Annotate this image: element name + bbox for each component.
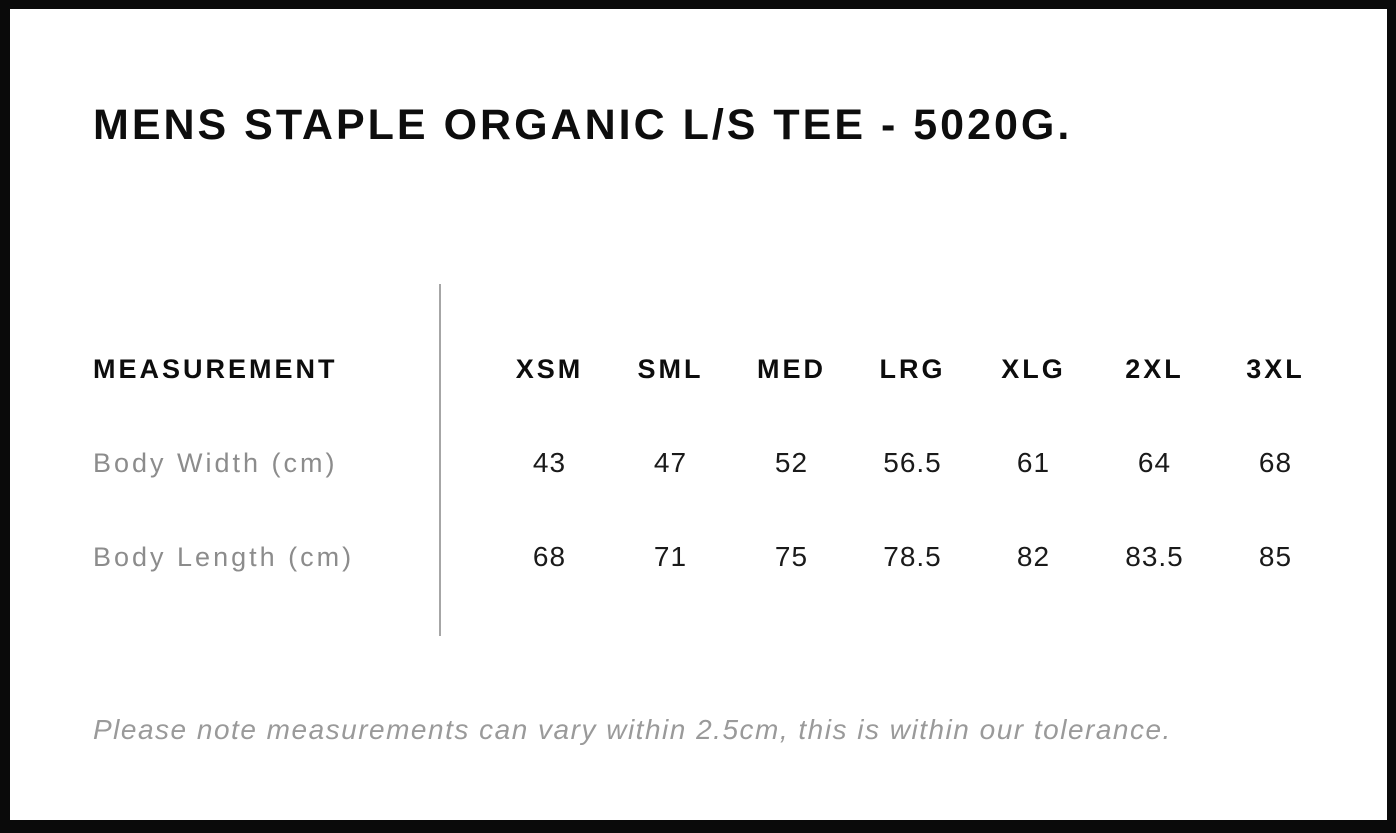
row-label-body-width: Body Width (cm) <box>93 447 338 478</box>
body-width-2xl: 64 <box>1137 447 1172 478</box>
body-width-3xl: 68 <box>1258 447 1293 478</box>
row-label-body-length: Body Length (cm) <box>93 541 355 572</box>
body-length-xlg: 82 <box>1016 541 1051 572</box>
body-width-med: 52 <box>774 447 809 478</box>
column-header-measurement: MEASUREMENT <box>93 353 338 384</box>
column-header-2xl: 2XL <box>1125 353 1184 384</box>
body-width-xlg: 61 <box>1016 447 1051 478</box>
column-header-sml: SML <box>637 353 704 384</box>
page-title: MENS STAPLE ORGANIC L/S TEE - 5020G. <box>93 101 1073 149</box>
body-length-xsm: 68 <box>532 541 567 572</box>
size-chart-table: MEASUREMENT XSM SML MED LRG XLG 2XL 3XL … <box>93 322 1336 604</box>
column-header-med: MED <box>757 353 826 384</box>
column-header-3xl: 3XL <box>1246 353 1305 384</box>
column-header-lrg: LRG <box>879 353 946 384</box>
tolerance-note: Please note measurements can vary within… <box>93 714 1172 745</box>
body-width-sml: 47 <box>653 447 688 478</box>
body-length-lrg: 78.5 <box>883 541 942 572</box>
column-header-xlg: XLG <box>1001 353 1066 384</box>
vertical-divider <box>439 284 441 636</box>
body-length-3xl: 85 <box>1258 541 1293 572</box>
column-header-xsm: XSM <box>515 353 584 384</box>
body-length-med: 75 <box>774 541 809 572</box>
body-length-sml: 71 <box>653 541 688 572</box>
body-width-xsm: 43 <box>532 447 567 478</box>
body-length-2xl: 83.5 <box>1125 541 1184 572</box>
body-width-lrg: 56.5 <box>883 447 942 478</box>
